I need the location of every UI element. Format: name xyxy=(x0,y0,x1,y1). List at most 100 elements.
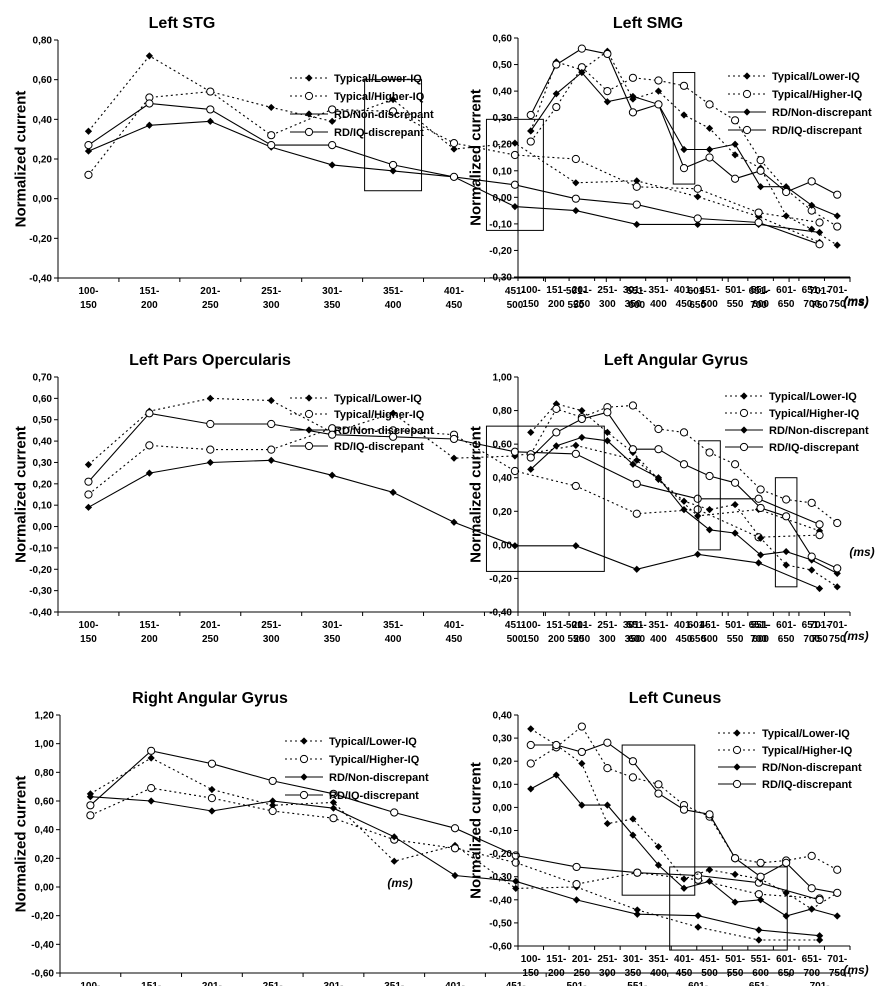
legend-marker xyxy=(300,773,308,781)
chart-panel-6: Left Cuneus Normalized current -0,60 -0,50 -… xyxy=(467,690,868,979)
data-point xyxy=(267,131,276,140)
data-point xyxy=(552,60,561,69)
series-4 xyxy=(84,99,824,249)
data-point xyxy=(808,201,816,209)
x-tick-label: 401-450 xyxy=(444,620,464,645)
y-tick-label: -0,20 xyxy=(489,246,512,257)
legend-label: Typical/Lower-IQ xyxy=(334,73,422,85)
y-tick-label: 0,00 xyxy=(33,522,53,533)
x-tick-label: 201-250 xyxy=(572,285,592,310)
x-unit-label: (ms) xyxy=(843,294,868,308)
data-point xyxy=(328,105,337,114)
legend: Typical/Lower-IQ Typical/Higher-IQ RD/Non-… xyxy=(290,393,434,453)
legend-label: RD/Non-discrepant xyxy=(769,425,869,437)
y-tick-label: -0,30 xyxy=(489,872,512,883)
x-tick-label: 201-250 xyxy=(200,620,220,645)
data-point xyxy=(86,801,95,810)
data-point xyxy=(526,740,535,750)
data-point xyxy=(552,428,561,437)
data-point xyxy=(679,81,689,90)
data-point xyxy=(757,534,765,542)
data-point xyxy=(815,218,824,227)
x-tick-label: 701-750 xyxy=(810,981,830,986)
data-point xyxy=(206,394,214,402)
x-tick-label: 351-400 xyxy=(383,286,403,311)
data-point xyxy=(269,801,277,809)
legend-marker xyxy=(743,72,751,80)
x-tick-label: 100-150 xyxy=(78,620,98,645)
data-point xyxy=(731,500,739,509)
legend-label: RD/IQ-discrepant xyxy=(329,790,419,802)
data-point xyxy=(572,862,581,872)
y-tick-label: -0,20 xyxy=(29,565,52,576)
highlight-box xyxy=(672,72,696,185)
data-point xyxy=(694,220,702,229)
data-point xyxy=(754,218,763,227)
data-point xyxy=(705,471,714,481)
x-tick-label: 551-600 xyxy=(751,285,771,310)
x-tick-label: 201-250 xyxy=(200,286,220,311)
data-point xyxy=(511,542,519,550)
series-4 xyxy=(526,44,842,199)
data-point xyxy=(755,559,763,567)
data-point xyxy=(449,172,459,181)
x-unit-label: (ms) xyxy=(843,963,868,977)
data-point xyxy=(705,448,714,457)
data-point xyxy=(145,441,154,450)
data-point xyxy=(526,110,535,120)
data-point xyxy=(603,87,612,96)
y-tick-label: 0,60 xyxy=(33,394,53,405)
data-point xyxy=(730,854,740,863)
legend-label: Typical/Lower-IQ xyxy=(329,736,417,748)
y-tick-label: 0,60 xyxy=(493,440,513,451)
legend-label: Typical/Higher-IQ xyxy=(762,745,853,757)
data-point xyxy=(267,396,275,405)
x-tick-label: 251-300 xyxy=(597,285,617,310)
y-tick-label: -0,30 xyxy=(29,586,52,597)
series-2 xyxy=(84,424,824,542)
x-tick-label: 251-300 xyxy=(261,620,281,645)
data-point xyxy=(680,506,688,514)
data-point xyxy=(654,445,663,454)
legend-label: Typical/Higher-IQ xyxy=(329,754,420,766)
x-tick-label: 651-700 xyxy=(802,620,822,645)
data-point xyxy=(705,124,714,132)
legend-label: RD/IQ-discrepant xyxy=(334,127,424,139)
data-point xyxy=(267,141,276,150)
data-point xyxy=(654,474,663,482)
data-point xyxy=(633,220,641,229)
x-tick-label: 401-450 xyxy=(444,286,464,311)
data-point xyxy=(206,117,214,125)
data-point xyxy=(389,95,397,104)
x-tick-label: 301-350 xyxy=(323,981,343,986)
data-point xyxy=(654,424,663,434)
data-point xyxy=(633,868,642,877)
data-point xyxy=(694,550,702,558)
y-tick-label: 0,40 xyxy=(33,115,53,126)
data-point xyxy=(449,434,459,444)
data-point xyxy=(705,153,714,162)
data-point xyxy=(208,807,216,815)
x-tick-label: 151-200 xyxy=(546,620,566,645)
data-point xyxy=(632,200,641,209)
legend-label: Typical/Lower-IQ xyxy=(772,71,860,83)
data-point xyxy=(450,824,460,833)
data-point xyxy=(84,490,93,499)
data-point xyxy=(782,561,790,569)
legend-marker xyxy=(305,426,313,434)
y-tick-label: -0,40 xyxy=(31,940,54,951)
data-point xyxy=(679,460,689,469)
data-point xyxy=(833,190,842,199)
x-tick-label: 551-600 xyxy=(627,286,647,311)
data-point xyxy=(731,140,739,148)
x-tick-label: 451-500 xyxy=(700,954,720,979)
x-tick-label: 501-550 xyxy=(725,620,745,645)
y-tick-label: 0,60 xyxy=(35,797,55,808)
x-tick-label: 301-350 xyxy=(623,620,643,645)
data-point xyxy=(632,479,641,488)
x-tick-label: 701-750 xyxy=(827,954,847,979)
data-point xyxy=(527,465,535,473)
x-tick-label: 301-350 xyxy=(322,620,342,645)
x-tick-label: 201-250 xyxy=(572,620,592,645)
y-tick-label: 0,70 xyxy=(33,373,53,384)
